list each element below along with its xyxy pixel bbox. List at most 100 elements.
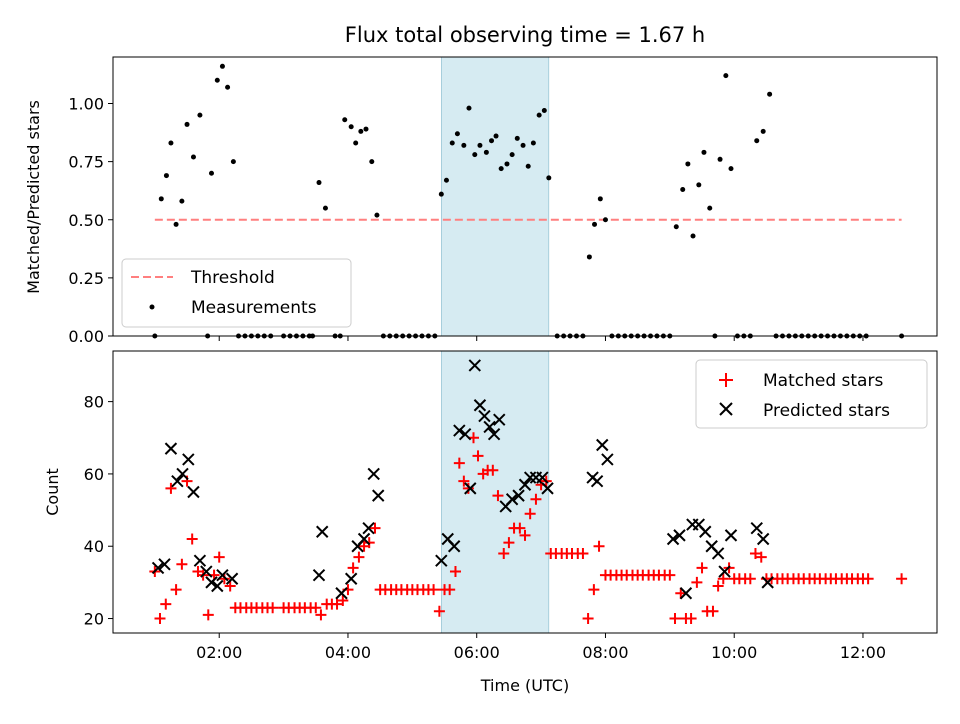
top-legend-box xyxy=(121,258,352,328)
predicted-star-point xyxy=(718,565,731,578)
bottom-x-tick-label: 12:00 xyxy=(840,643,886,662)
measurement-point xyxy=(158,196,164,202)
matched-star-point xyxy=(165,482,177,494)
matched-star-point xyxy=(433,605,445,617)
predicted-star-point xyxy=(761,576,774,589)
measurement-point xyxy=(546,175,552,181)
matched-star-point xyxy=(487,464,499,476)
matched-star-point xyxy=(669,613,681,625)
matched-star-point xyxy=(472,450,484,462)
bottom-y-axis: 20 40 60 80 xyxy=(84,393,113,629)
matched-star-point xyxy=(331,598,343,610)
matched-star-point xyxy=(524,508,536,520)
legend-predicted-label: Predicted stars xyxy=(763,401,890,421)
matched-star-point xyxy=(514,522,526,534)
measurement-point xyxy=(208,170,214,176)
predicted-star-point xyxy=(447,540,461,553)
predicted-star-point xyxy=(312,568,326,582)
measurement-point xyxy=(760,128,766,134)
legend-threshold-label: Threshold xyxy=(190,268,275,288)
measurement-point xyxy=(690,233,696,239)
bottom-y-tick-label: 60 xyxy=(84,465,104,484)
matched-star-point xyxy=(449,566,461,578)
bottom-x-tick-label: 02:00 xyxy=(196,643,242,662)
predicted-star-point xyxy=(711,547,725,560)
measurement-point xyxy=(225,84,231,90)
predicted-star-point xyxy=(435,554,448,567)
measurement-point xyxy=(493,133,499,139)
bottom-x-tick-label: 10:00 xyxy=(711,643,757,662)
matched-star-point xyxy=(458,475,470,487)
predicted-star-point xyxy=(464,482,477,495)
measurement-point xyxy=(316,180,322,186)
predicted-star-point xyxy=(335,587,348,600)
predicted-star-point xyxy=(518,478,532,491)
matched-star-point xyxy=(862,573,874,585)
bottom-y-tick-label: 80 xyxy=(84,393,104,412)
measurement-point xyxy=(443,177,449,183)
predicted-star-point xyxy=(357,532,371,546)
bottom-legend: Matched stars Predicted stars xyxy=(695,359,928,429)
top-y-tick-label: 0.75 xyxy=(68,153,104,172)
matched-star-point xyxy=(896,573,908,585)
predicted-star-point xyxy=(453,424,466,437)
bottom-x-axis: 02:00 04:00 06:00 08:00 10:00 12:00 xyxy=(196,633,886,662)
matched-star-point xyxy=(707,605,719,617)
predicted-star-point xyxy=(344,572,358,585)
legend-predicted-swatch xyxy=(719,402,733,416)
predicted-star-point xyxy=(193,554,207,567)
measurement-point xyxy=(219,63,225,69)
matched-star-point xyxy=(717,573,729,585)
predicted-star-point xyxy=(187,485,200,499)
matched-star-point xyxy=(519,529,531,541)
predicted-star-point xyxy=(171,474,184,488)
top-y-tick-label: 0.25 xyxy=(68,269,104,288)
top-title: Flux total observing time = 1.67 h xyxy=(345,23,705,47)
measurement-point xyxy=(322,205,328,211)
matched-star-point xyxy=(154,613,166,625)
measurement-point xyxy=(525,163,531,169)
legend-matched-swatch xyxy=(719,373,733,387)
matched-star-point xyxy=(347,562,359,574)
measurement-point xyxy=(504,161,510,167)
matched-star-point xyxy=(530,493,542,505)
measurement-point xyxy=(173,221,179,227)
measurement-point xyxy=(530,140,536,146)
bottom-x-tick-label: 06:00 xyxy=(454,643,500,662)
bottom-x-tick-label: 08:00 xyxy=(582,643,628,662)
predicted-star-point xyxy=(505,493,519,506)
top-highlight-region xyxy=(441,56,550,337)
predicted-star-point xyxy=(673,529,686,542)
predicted-star-point xyxy=(176,467,189,481)
predicted-star-point xyxy=(536,471,549,484)
matched-star-point xyxy=(310,602,322,614)
predicted-star-point xyxy=(458,427,472,441)
predicted-star-point xyxy=(367,467,380,481)
bottom-y-tick-label: 20 xyxy=(84,610,104,629)
measurement-point xyxy=(348,124,354,130)
matched-star-point xyxy=(213,551,225,563)
matched-star-point xyxy=(755,551,767,563)
bottom-legend-box xyxy=(695,359,928,429)
matched-star-point xyxy=(170,584,182,596)
matched-star-point xyxy=(588,584,600,596)
measurement-point xyxy=(449,140,455,146)
matched-star-point xyxy=(577,547,589,559)
matched-star-point xyxy=(462,482,474,494)
predicted-star-point xyxy=(211,579,224,593)
measurement-point xyxy=(586,254,592,260)
matched-star-point xyxy=(675,587,687,599)
measurement-point xyxy=(369,159,375,165)
matched-star-point xyxy=(218,573,230,585)
legend-matched-label: Matched stars xyxy=(763,371,883,391)
top-x-ticks xyxy=(218,336,864,341)
matched-star-point xyxy=(315,609,327,621)
matched-star-point xyxy=(744,573,756,585)
legend-measurements-swatch xyxy=(149,304,155,310)
measurement-point xyxy=(514,135,520,141)
bottom-y-tick-label: 40 xyxy=(84,537,104,556)
matched-star-point xyxy=(444,584,456,596)
bottom-x-tick-label: 04:00 xyxy=(325,643,371,662)
predicted-stars-series xyxy=(151,359,774,600)
